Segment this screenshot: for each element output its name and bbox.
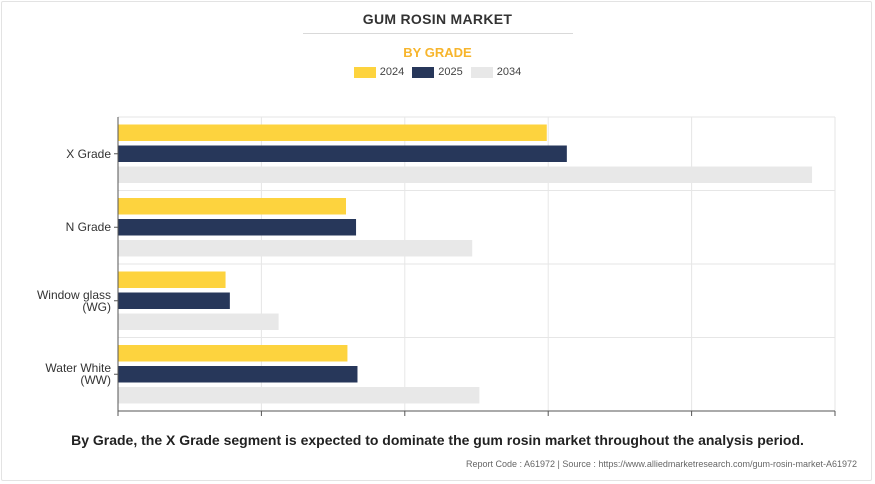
legend-item-2024[interactable]: 2024 bbox=[353, 66, 405, 78]
category-label: Window glass (WG) bbox=[37, 289, 111, 313]
bar-2034 bbox=[118, 387, 480, 404]
legend-swatch-2024 bbox=[353, 66, 376, 78]
category-label-line: N Grade bbox=[65, 220, 111, 235]
bar-2024 bbox=[118, 198, 347, 215]
bar-2025 bbox=[118, 219, 357, 236]
bar-2034 bbox=[118, 240, 473, 257]
chart-caption: By Grade, the X Grade segment is expecte… bbox=[71, 432, 804, 448]
legend-label-2024: 2024 bbox=[379, 66, 405, 78]
chart-legend: 2024 2025 2034 bbox=[0, 66, 875, 78]
category-label: Water White (WW) bbox=[45, 362, 111, 386]
bar-2025 bbox=[118, 145, 567, 162]
chart-subtitle: BY GRADE bbox=[403, 45, 472, 60]
legend-label-2025: 2025 bbox=[438, 66, 463, 78]
bar-2024 bbox=[118, 345, 348, 362]
category-label-line: (WG) bbox=[82, 299, 111, 314]
legend-item-2034[interactable]: 2034 bbox=[470, 66, 522, 78]
bar-2024 bbox=[118, 271, 226, 288]
bar-2024 bbox=[118, 124, 547, 141]
bar-2025 bbox=[118, 292, 230, 309]
bar-2025 bbox=[118, 366, 358, 383]
legend-item-2025[interactable]: 2025 bbox=[412, 66, 463, 78]
legend-label-2034: 2034 bbox=[496, 66, 522, 78]
category-label-line: Water White bbox=[45, 361, 111, 376]
source-note: Report Code : A61972 | Source : https://… bbox=[465, 459, 857, 469]
legend-swatch-2025 bbox=[412, 66, 435, 78]
legend-swatch-2034 bbox=[470, 66, 493, 78]
bar-2034 bbox=[118, 166, 813, 183]
title-divider bbox=[303, 33, 573, 34]
category-label: N Grade bbox=[66, 221, 111, 233]
chart-title: GUM ROSIN MARKET bbox=[362, 11, 513, 27]
category-label-line: (WW) bbox=[80, 373, 111, 388]
bar-2034 bbox=[118, 313, 279, 330]
category-label-line: X Grade bbox=[66, 146, 111, 161]
category-label-line: Window glass bbox=[36, 287, 111, 302]
category-label: X Grade bbox=[66, 148, 111, 160]
